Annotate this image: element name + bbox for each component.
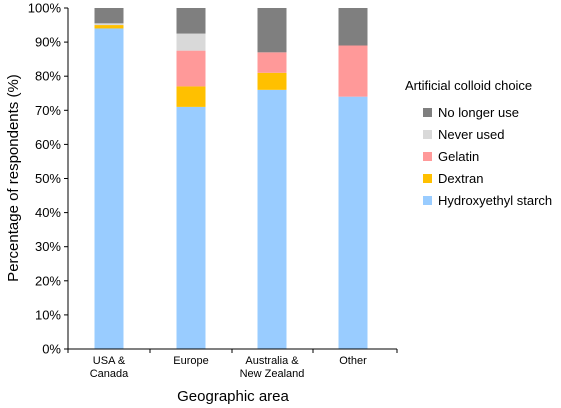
y-tick-label: 60% [35, 137, 61, 152]
legend-swatch-dextran [423, 174, 432, 183]
bar-segment-usa-and-canada-never-used [94, 23, 124, 26]
legend-label-dextran: Dextran [438, 171, 484, 186]
bar-segment-europe-no-longer-use [176, 8, 206, 34]
bar-segment-europe-dextran [176, 86, 206, 107]
bar-segment-australia-and-new-zealand-gelatin [257, 52, 287, 73]
x-category-label: Australia & New Zealand [240, 355, 305, 380]
legend-swatch-never-used [423, 130, 432, 139]
x-category-label-line: New Zealand [240, 368, 305, 380]
axes-layer: 0% 10% 20% 30% 40% 50% 60% 70% 80% 90% 100% USA & Ca… [28, 1, 398, 380]
bars-layer [94, 8, 368, 350]
y-tick-label: 10% [35, 307, 61, 322]
y-tick-label: 0% [42, 342, 61, 357]
y-tick-label: 90% [35, 35, 61, 50]
bar-segment-usa-and-canada-hydroxyethyl-starch [94, 28, 124, 350]
legend-label-never-used: Never used [438, 127, 504, 142]
bar-segment-usa-and-canada-no-longer-use [94, 8, 124, 24]
legend-label-hydroxyethyl-starch: Hydroxyethyl starch [438, 193, 552, 208]
legend-label-no-longer-use: No longer use [438, 105, 519, 120]
y-tick-label: 50% [35, 171, 61, 186]
bar-segment-other-hydroxyethyl-starch [338, 96, 368, 349]
bar-segment-europe-never-used [176, 33, 206, 51]
x-category-label: Europe [173, 355, 208, 367]
y-tick-label: 20% [35, 273, 61, 288]
x-category-label-line: Canada [90, 368, 129, 380]
legend-swatch-hydroxyethyl-starch [423, 196, 432, 205]
bar-segment-europe-gelatin [176, 50, 206, 87]
bar-segment-other-no-longer-use [338, 8, 368, 46]
x-category-label-line: USA & [93, 355, 126, 367]
y-tick-label: 70% [35, 103, 61, 118]
bar-segment-usa-and-canada-dextran [94, 25, 124, 29]
legend-label-gelatin: Gelatin [438, 149, 479, 164]
legend-swatch-gelatin [423, 152, 432, 161]
bar-segment-australia-and-new-zealand-dextran [257, 72, 287, 90]
bar-segment-europe-hydroxyethyl-starch [176, 106, 206, 349]
y-tick-label: 100% [28, 1, 62, 16]
bar-segment-other-gelatin [338, 45, 368, 97]
y-tick-label: 80% [35, 69, 61, 84]
legend: Artificial colloid choice No longer use Ne… [405, 78, 552, 208]
x-category-label-line: Australia & [245, 355, 299, 367]
legend-title: Artificial colloid choice [405, 78, 532, 93]
x-category-label-line: Other [339, 355, 367, 367]
x-category-label: Other [339, 355, 367, 367]
legend-swatch-no-longer-use [423, 108, 432, 117]
x-axis-title: Geographic area [177, 388, 289, 405]
x-category-label: USA & Canada [90, 355, 129, 380]
x-category-label-line: Europe [173, 355, 208, 367]
y-axis-title: Percentage of respondents (%) [5, 74, 22, 282]
y-tick-label: 30% [35, 239, 61, 254]
bar-segment-australia-and-new-zealand-hydroxyethyl-starch [257, 89, 287, 349]
y-tick-label: 40% [35, 205, 61, 220]
bar-segment-australia-and-new-zealand-no-longer-use [257, 8, 287, 53]
